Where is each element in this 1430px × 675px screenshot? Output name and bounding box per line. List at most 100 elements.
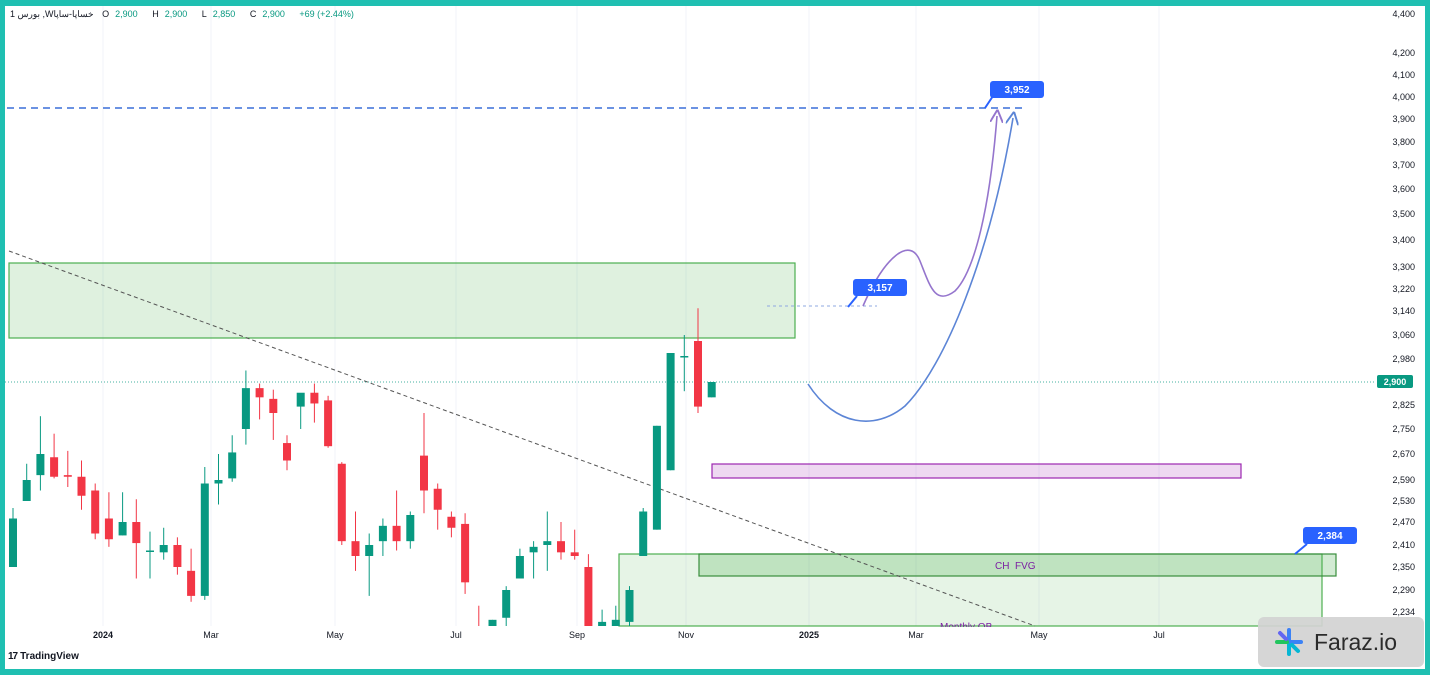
ohlc-legend: 1 بورس ,Wخساپا-ساپا O 2,900 H 2,900 L 2,850… (10, 9, 360, 20)
candle-body[interactable] (420, 455, 428, 491)
candles-group (9, 308, 716, 626)
current-price-tag: 2,900 (1377, 375, 1413, 388)
price-tick-label: 3,400 (1392, 235, 1415, 245)
close-value: C 2,900 (249, 9, 285, 19)
target-mid-text: 3,157 (867, 283, 892, 294)
tradingview-logo[interactable]: 17 TradingView (8, 651, 79, 662)
price-tick-label: 3,060 (1392, 330, 1415, 340)
candle-body[interactable] (214, 480, 223, 484)
price-tick-label: 3,140 (1392, 306, 1415, 316)
faraz-watermark: Faraz.io (1258, 617, 1424, 667)
candle-body[interactable] (611, 619, 620, 626)
candle-body[interactable] (570, 552, 579, 556)
candle-body[interactable] (378, 525, 387, 542)
grid-lines (102, 6, 1160, 626)
candle-body[interactable] (406, 515, 415, 542)
candle-body[interactable] (9, 518, 17, 568)
candle-body[interactable] (159, 545, 168, 553)
candle-body[interactable] (63, 475, 72, 477)
candle-body[interactable] (515, 556, 524, 579)
time-tick-label: Sep (569, 630, 585, 640)
tradingview-icon: 17 (8, 651, 18, 662)
candle-body[interactable] (269, 398, 278, 413)
projection-path-blue[interactable] (807, 118, 1013, 422)
time-axis-background (5, 627, 1425, 669)
candle-body[interactable] (694, 341, 702, 407)
candle-body[interactable] (584, 567, 593, 626)
price-tick-label: 4,400 (1392, 9, 1415, 19)
candle-body[interactable] (310, 392, 319, 404)
purple-zone[interactable] (711, 463, 1242, 479)
candle-body[interactable] (652, 425, 661, 530)
price-tick-label: 2,530 (1392, 496, 1415, 506)
candle-body[interactable] (104, 518, 113, 540)
price-tick-label: 3,600 (1392, 184, 1415, 194)
fvg-zone[interactable] (698, 553, 1337, 577)
price-tick-label: 3,300 (1392, 262, 1415, 272)
price-tick-label: 2,470 (1392, 517, 1415, 527)
candle-body[interactable] (50, 457, 59, 477)
candle-body[interactable] (433, 488, 442, 510)
candle-body[interactable] (680, 356, 689, 358)
supply-zone[interactable] (8, 262, 796, 339)
symbol-name[interactable]: 1 بورس ,Wخساپا-ساپا (10, 9, 94, 19)
price-tick-label: 4,100 (1392, 70, 1415, 80)
price-tick-label: 4,000 (1392, 92, 1415, 102)
target-mid-callout[interactable]: 3,157 (847, 279, 907, 308)
price-tick-label: 2,234 (1392, 607, 1415, 617)
price-tick-label: 2,750 (1392, 424, 1415, 434)
candle-body[interactable] (22, 480, 31, 501)
price-tick-label: 2,590 (1392, 475, 1415, 485)
time-tick-label: May (1030, 630, 1048, 640)
price-tick-label: 3,220 (1392, 284, 1415, 294)
target-high-callout[interactable]: 3,952 (984, 81, 1044, 109)
candle-body[interactable] (36, 454, 45, 476)
candle-body[interactable] (255, 388, 264, 398)
candle-body[interactable] (365, 545, 374, 556)
candle-body[interactable] (173, 545, 182, 567)
time-tick-label: Nov (678, 630, 695, 640)
candle-body[interactable] (132, 522, 141, 544)
candle-body[interactable] (557, 541, 565, 553)
price-axis: 4,400 4,200 4,100 4,000 3,900 3,800 3,700 3,600… (1392, 9, 1415, 617)
candle-body[interactable] (200, 483, 209, 596)
candle-body[interactable] (447, 516, 456, 528)
price-tick-label: 3,800 (1392, 137, 1415, 147)
candle-body[interactable] (543, 541, 552, 545)
time-axis: 2024 Mar May Jul Sep Nov 2025 Mar May Jul (5, 627, 1425, 669)
support-text: 2,384 (1317, 531, 1342, 542)
candle-body[interactable] (488, 619, 497, 626)
time-tick-label: Mar (203, 630, 219, 640)
candle-body[interactable] (228, 452, 237, 479)
high-value: H 2,900 (152, 9, 188, 19)
candle-body[interactable] (392, 525, 401, 542)
candle-body[interactable] (707, 382, 716, 398)
candle-body[interactable] (337, 463, 346, 542)
candle-body[interactable] (296, 392, 305, 407)
candle-body[interactable] (91, 490, 100, 534)
candle-body[interactable] (666, 353, 675, 471)
candle-body[interactable] (187, 570, 196, 596)
time-tick-label: 2025 (799, 630, 819, 640)
candle-body[interactable] (146, 550, 154, 553)
candle-body[interactable] (598, 621, 607, 626)
candle-body[interactable] (351, 541, 360, 556)
candle-body[interactable] (77, 476, 86, 496)
candle-body[interactable] (118, 522, 127, 536)
time-tick-label: Mar (908, 630, 924, 640)
candle-body[interactable] (529, 546, 538, 553)
candle-body[interactable] (324, 400, 333, 447)
trendline[interactable] (8, 250, 1036, 627)
support-callout[interactable]: 2,384 (1294, 527, 1357, 555)
price-tick-label: 4,200 (1392, 48, 1415, 58)
candle-body[interactable] (625, 590, 634, 622)
candle-body[interactable] (241, 388, 250, 429)
candle-body[interactable] (283, 443, 291, 461)
candle-body[interactable] (502, 590, 511, 618)
candle-body[interactable] (639, 511, 648, 557)
candlestick-chart[interactable]: CH FVG Monthly OB 4,4004,2004,1004,0003,… (5, 6, 1425, 669)
time-tick-label: 2024 (93, 630, 113, 640)
candle-body[interactable] (461, 523, 470, 583)
price-tick-label: 2,290 (1392, 585, 1415, 595)
projection-path-purple[interactable] (862, 116, 997, 307)
